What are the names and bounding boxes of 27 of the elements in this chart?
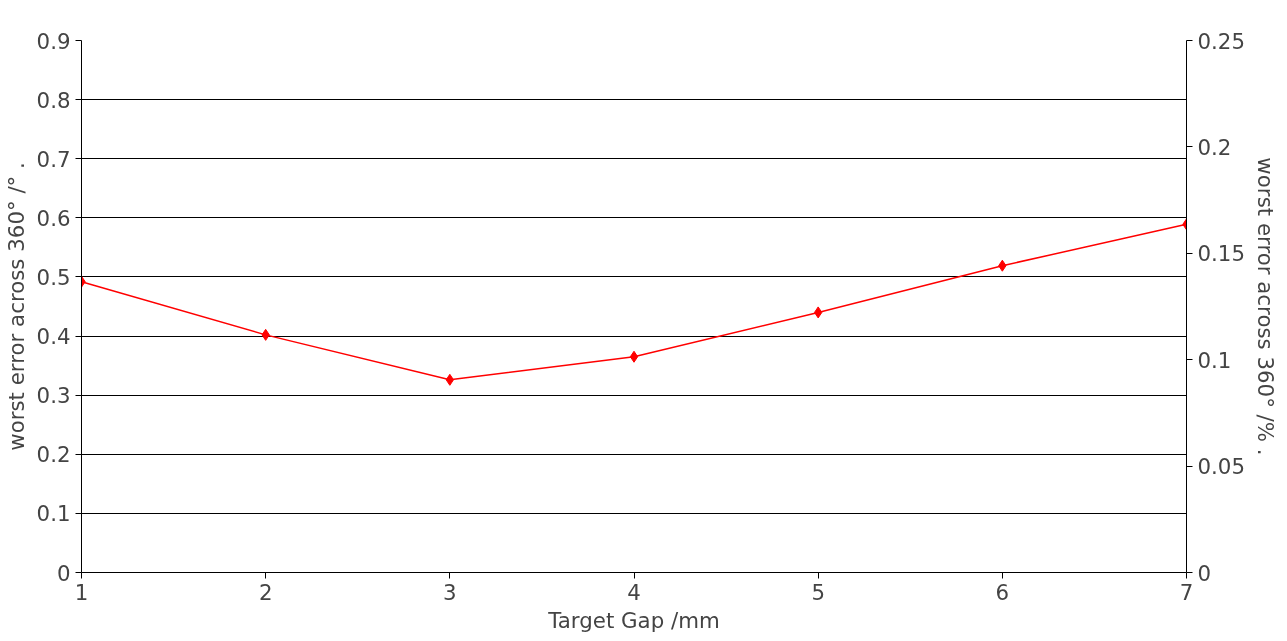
x-tick-label: 4 — [627, 579, 641, 605]
y2-tick-label: 0 — [1197, 560, 1212, 586]
y2-tick-label: 0.1 — [1197, 347, 1232, 373]
y-tick-label: 0.8 — [36, 87, 71, 113]
y-tick-label: 0.9 — [36, 28, 71, 54]
y2-tick-label: 0.15 — [1197, 241, 1245, 267]
y-tick-label: 0 — [56, 560, 71, 586]
y-tick-label: 0.1 — [36, 501, 71, 527]
x-tick-label: 7 — [1179, 579, 1194, 605]
point — [629, 350, 639, 363]
x-tick-label: 6 — [995, 579, 1010, 605]
x-axis-title: Target Gap /mm — [547, 607, 720, 633]
y-tick-label: 0.3 — [36, 383, 71, 409]
y2-axis-title: worst error across 360° /% . — [1252, 157, 1278, 456]
y2-tick-label: 0.05 — [1197, 454, 1245, 480]
x-tick-label: 3 — [443, 579, 457, 605]
y2-tick-label: 0.2 — [1197, 134, 1232, 160]
x-tick-label: 5 — [811, 579, 825, 605]
y-axis-title: worst error across 360° /° . — [3, 162, 29, 451]
y-tick-label: 0.5 — [36, 264, 71, 290]
y-tick-label: 0.2 — [36, 442, 71, 468]
y-tick-label: 0.4 — [36, 324, 71, 350]
y-tick-label: 0.7 — [36, 146, 71, 172]
x-tick-label: 2 — [258, 579, 273, 605]
x-tick-label: 1 — [74, 579, 89, 605]
y2-tick-label: 0.25 — [1197, 28, 1245, 54]
y-tick-label: 0.6 — [36, 205, 71, 231]
